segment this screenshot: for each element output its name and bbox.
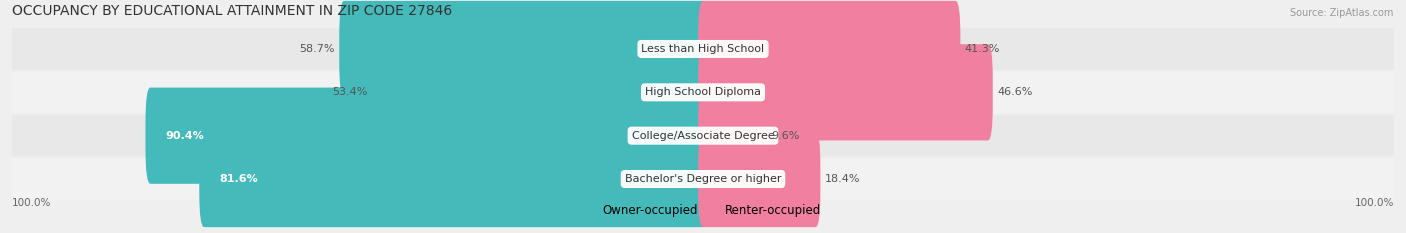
Text: 9.6%: 9.6% xyxy=(770,131,799,141)
Text: 100.0%: 100.0% xyxy=(13,198,52,208)
FancyBboxPatch shape xyxy=(371,44,707,140)
FancyBboxPatch shape xyxy=(339,1,707,97)
Text: High School Diploma: High School Diploma xyxy=(645,87,761,97)
FancyBboxPatch shape xyxy=(699,131,820,227)
Text: 100.0%: 100.0% xyxy=(1354,198,1393,208)
Text: 81.6%: 81.6% xyxy=(219,174,259,184)
Text: Less than High School: Less than High School xyxy=(641,44,765,54)
Text: 90.4%: 90.4% xyxy=(166,131,204,141)
Text: College/Associate Degree: College/Associate Degree xyxy=(631,131,775,141)
FancyBboxPatch shape xyxy=(11,115,1395,157)
Text: 18.4%: 18.4% xyxy=(825,174,860,184)
FancyBboxPatch shape xyxy=(11,72,1395,113)
Text: 58.7%: 58.7% xyxy=(299,44,335,54)
FancyBboxPatch shape xyxy=(699,44,993,140)
FancyBboxPatch shape xyxy=(699,88,766,184)
Text: 46.6%: 46.6% xyxy=(997,87,1032,97)
Text: 53.4%: 53.4% xyxy=(332,87,367,97)
Text: Source: ZipAtlas.com: Source: ZipAtlas.com xyxy=(1291,8,1393,18)
Text: Bachelor's Degree or higher: Bachelor's Degree or higher xyxy=(624,174,782,184)
Text: OCCUPANCY BY EDUCATIONAL ATTAINMENT IN ZIP CODE 27846: OCCUPANCY BY EDUCATIONAL ATTAINMENT IN Z… xyxy=(13,4,453,18)
FancyBboxPatch shape xyxy=(200,131,707,227)
FancyBboxPatch shape xyxy=(11,158,1395,200)
Text: 41.3%: 41.3% xyxy=(965,44,1000,54)
Legend: Owner-occupied, Renter-occupied: Owner-occupied, Renter-occupied xyxy=(579,199,827,222)
FancyBboxPatch shape xyxy=(699,1,960,97)
FancyBboxPatch shape xyxy=(11,28,1395,70)
FancyBboxPatch shape xyxy=(145,88,707,184)
